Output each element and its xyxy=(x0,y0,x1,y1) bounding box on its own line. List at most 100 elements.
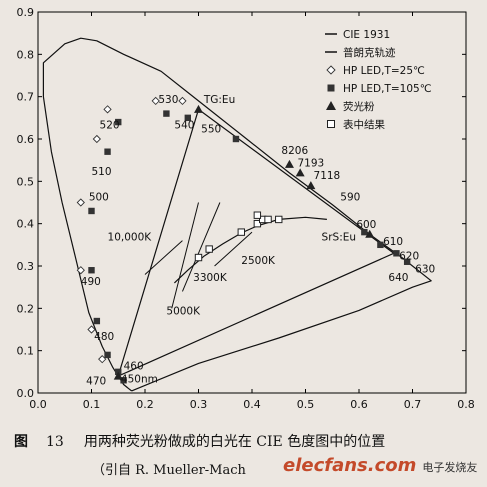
point-phosphor xyxy=(295,168,305,177)
point-table-result xyxy=(253,211,262,219)
point-table-result xyxy=(253,219,262,228)
gamut-triangle xyxy=(117,108,395,378)
point-table-result xyxy=(205,245,213,253)
point-hp-led-105c xyxy=(393,250,400,257)
legend-label: 荧光粉 xyxy=(343,100,375,113)
legend-swatch-diamond xyxy=(326,65,336,75)
annotation-label: 500 xyxy=(89,191,109,203)
plot-axes: 0.0 0.1 0.2 0.3 0.4 0.5 0.6 0.7 0.8 0.0 0.1 0.2 0.3 0… xyxy=(17,6,475,411)
y-tick-label: 0.0 xyxy=(17,387,35,400)
point-hp-led-25c xyxy=(178,96,187,106)
legend-swatch-square xyxy=(327,84,335,92)
y-tick-label: 0.9 xyxy=(17,6,35,19)
annotation-label: 8206 xyxy=(281,145,308,157)
annotation-label: 530 xyxy=(158,94,178,106)
watermark-site: elecfans.com xyxy=(283,455,417,476)
y-tick-label: 0.4 xyxy=(17,218,35,231)
annotation-label: 620 xyxy=(399,251,419,263)
cct-isoline xyxy=(181,202,221,292)
caption-number: 13 xyxy=(46,434,64,450)
legend-item: 普朗克轨迹 xyxy=(325,46,396,59)
legend-label: HP LED,T=105℃ xyxy=(343,83,432,95)
caption-label: 图 xyxy=(14,434,28,450)
annotation-label: 640 xyxy=(388,272,408,284)
annotation-label: SrS:Eu xyxy=(322,232,356,244)
legend-label: HP LED,T=25℃ xyxy=(343,65,425,77)
legend-swatch-triangle xyxy=(326,101,336,110)
y-tick-label: 0.3 xyxy=(17,260,35,273)
y-tick-label: 0.2 xyxy=(17,302,35,315)
point-phosphor xyxy=(284,159,294,168)
point-hp-led-105c xyxy=(115,118,122,126)
annotation-label: 450nm xyxy=(121,373,158,385)
plot-markers xyxy=(76,96,411,384)
x-tick-label: 0.7 xyxy=(404,398,422,411)
legend-item: HP LED,T=25℃ xyxy=(326,65,425,77)
annotation-label: 540 xyxy=(174,119,194,131)
point-hp-led-25c xyxy=(76,266,85,275)
point-hp-led-105c xyxy=(361,228,368,236)
annotation-label: 10,000K xyxy=(108,232,153,244)
annotation-label: 7118 xyxy=(314,170,341,182)
x-tick-label: 0.2 xyxy=(136,398,154,411)
annotation-label: 600 xyxy=(356,219,376,231)
annotation-label: 2500K xyxy=(241,255,276,267)
annotation-label: 7193 xyxy=(297,158,324,170)
point-hp-led-105c xyxy=(88,267,95,274)
y-tick-label: 0.8 xyxy=(17,48,35,61)
point-table-result xyxy=(237,228,246,236)
point-hp-led-105c xyxy=(120,377,127,384)
x-tick-label: 0.1 xyxy=(83,398,101,411)
annotation-label: 460 xyxy=(124,361,144,373)
point-hp-led-105c xyxy=(232,135,240,143)
cct-isoline xyxy=(144,240,183,275)
figure-caption: 图 13 用两种荧光粉做成的白光在 CIE 色度图中的位置 xyxy=(14,431,385,451)
watermark: elecfans.com 电子发烧友 xyxy=(283,455,483,485)
point-phosphor xyxy=(306,181,316,190)
watermark-tagline: 电子发烧友 xyxy=(422,461,478,474)
annotation-label: 470 xyxy=(86,376,106,388)
point-hp-led-105c xyxy=(377,241,384,249)
plot-annotations: 520 530 540 550 TG:Eu 510 500 490 480 470 460450nm… xyxy=(81,94,435,388)
x-tick-label: 0.6 xyxy=(350,398,368,411)
annotation-label: TG:Eu xyxy=(203,94,235,106)
annotation-label: 520 xyxy=(100,119,120,131)
point-hp-led-25c xyxy=(87,325,96,334)
legend-item: CIE 1931 xyxy=(325,29,390,41)
point-hp-led-105c xyxy=(93,317,101,325)
x-tick-label: 0.8 xyxy=(457,398,475,411)
point-hp-led-25c xyxy=(151,96,160,106)
legend: CIE 1931 普朗克轨迹 HP LED,T=25℃ HP LED,T=105℃ 荧光… xyxy=(325,29,432,131)
point-hp-led-105c xyxy=(403,258,411,265)
y-tick-label: 0.1 xyxy=(17,345,35,358)
point-hp-led-25c xyxy=(76,198,85,207)
caption-source: （引自 R. Mueller-Mach xyxy=(92,463,246,478)
legend-label: 普朗克轨迹 xyxy=(343,46,396,59)
point-phosphor xyxy=(113,371,123,380)
legend-label: 表中结果 xyxy=(343,118,385,131)
point-table-result xyxy=(275,215,283,224)
cct-isoline xyxy=(171,202,199,309)
point-hp-led-105c xyxy=(163,110,170,117)
point-hp-led-105c xyxy=(104,148,111,155)
annotation-label: 510 xyxy=(92,166,112,178)
x-tick-label: 0.3 xyxy=(190,398,208,411)
annotation-label: 590 xyxy=(340,191,360,203)
legend-label: CIE 1931 xyxy=(343,29,390,41)
legend-item: 荧光粉 xyxy=(326,100,375,113)
annotation-label: 550 xyxy=(201,124,221,136)
legend-item: 表中结果 xyxy=(327,118,385,131)
point-hp-led-105c xyxy=(88,207,95,215)
x-tick-label: 0.4 xyxy=(243,398,261,411)
y-tick-label: 0.5 xyxy=(17,175,35,188)
annotation-label: 480 xyxy=(94,331,114,343)
point-hp-led-25c xyxy=(92,134,101,144)
legend-item: HP LED,T=105℃ xyxy=(327,83,432,95)
point-phosphor xyxy=(194,104,203,113)
annotation-label: 5000K xyxy=(166,306,201,318)
x-tick-label: 0.5 xyxy=(297,398,315,411)
point-table-result xyxy=(194,253,203,262)
point-hp-led-25c xyxy=(103,105,112,114)
cct-isoline xyxy=(214,231,253,267)
